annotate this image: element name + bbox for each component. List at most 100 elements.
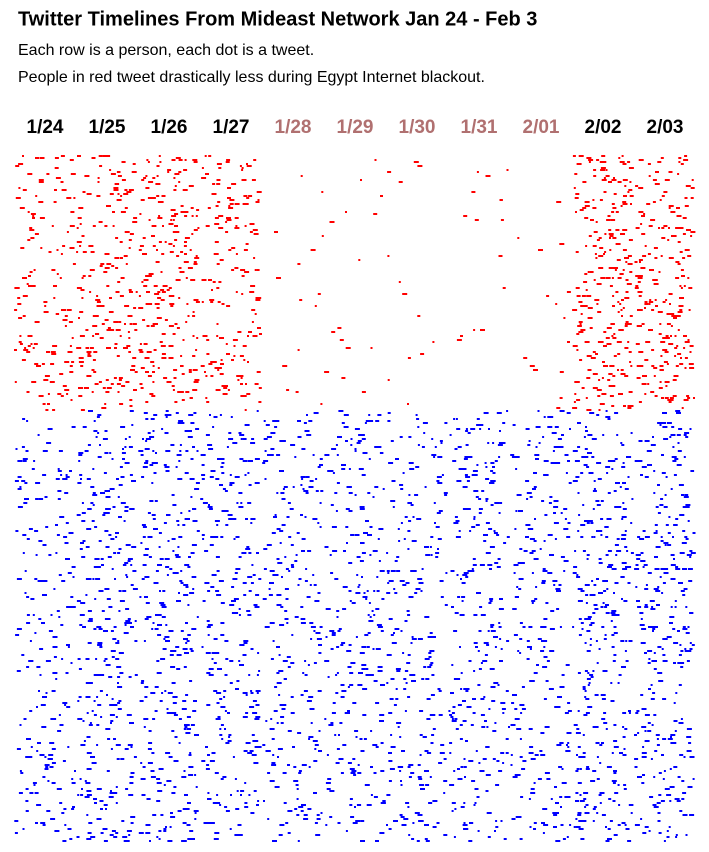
tweet-dot [76, 227, 79, 229]
tweet-dot [375, 840, 379, 842]
tweet-dot [624, 824, 627, 826]
tweet-dot [683, 335, 687, 337]
tweet-dot [345, 211, 347, 213]
tweet-dot [603, 638, 607, 640]
tweet-dot [598, 409, 601, 411]
tweet-dot [666, 830, 669, 832]
tweet-dot [26, 283, 29, 285]
tweet-dot [514, 456, 520, 458]
tweet-dot [148, 742, 153, 744]
tweet-dot [205, 397, 208, 399]
tweet-dot [582, 181, 587, 183]
tweet-dot [92, 359, 96, 361]
tweet-dot [173, 189, 177, 191]
tweet-dot [682, 628, 688, 630]
tweet-dot [169, 345, 173, 347]
tweet-dot [653, 375, 656, 377]
tweet-dot [110, 488, 115, 490]
tweet-dot [124, 462, 130, 464]
tweet-dot [156, 782, 162, 784]
tweet-dot [638, 159, 644, 161]
tweet-dot [125, 620, 131, 622]
tweet-dot [626, 566, 632, 568]
tweet-dot [247, 752, 251, 754]
tweet-dot [145, 401, 149, 403]
tweet-dot [126, 191, 132, 193]
tweet-dot [457, 768, 460, 770]
tweet-dot [606, 219, 611, 221]
tweet-dot [609, 285, 613, 287]
tweet-dot [676, 412, 681, 414]
tweet-dot [69, 470, 72, 472]
tweet-dot [252, 740, 257, 742]
tweet-dot [46, 351, 50, 353]
tweet-dot [52, 345, 58, 347]
tweet-dot [163, 638, 166, 640]
tweet-dot [660, 157, 664, 159]
tweet-dot [610, 323, 615, 325]
tweet-dot [39, 674, 42, 676]
tweet-dot [39, 754, 45, 756]
tweet-dot [591, 536, 594, 538]
tweet-dot [361, 391, 366, 393]
tweet-dot [677, 263, 681, 265]
tweet-dot [118, 548, 122, 550]
tweet-dot [166, 780, 172, 782]
tweet-dot [671, 235, 675, 237]
tweet-dot [151, 225, 155, 227]
tweet-dot [473, 516, 476, 518]
tweet-dot [154, 225, 157, 227]
tweet-dot [644, 536, 650, 538]
tweet-dot [593, 488, 596, 490]
tweet-dot [562, 838, 566, 840]
tweet-dot [356, 804, 361, 806]
tweet-dot [350, 444, 353, 446]
tweet-dot [662, 412, 667, 414]
tweet-dot [619, 752, 623, 754]
tweet-dot [177, 422, 183, 424]
tweet-dot [242, 438, 247, 440]
tweet-dot [477, 650, 480, 652]
tweet-dot [304, 580, 308, 582]
tweet-dot [18, 187, 21, 189]
tweet-dot [216, 179, 221, 181]
tweet-dot [660, 355, 663, 357]
tweet-dot [312, 518, 318, 520]
tweet-dot [161, 357, 167, 359]
tweet-dot [675, 277, 680, 279]
tweet-dot [555, 462, 561, 464]
tweet-dot [174, 554, 179, 556]
tweet-dot [533, 558, 539, 560]
tweet-dot [688, 580, 693, 582]
tweet-dot [685, 436, 689, 438]
tweet-dot [286, 656, 291, 658]
tweet-dot [141, 281, 144, 283]
tweet-dot [269, 780, 275, 782]
tweet-dot [206, 704, 211, 706]
tweet-dot [655, 171, 659, 173]
tweet-dot [605, 612, 610, 614]
tweet-dot [555, 303, 558, 305]
tweet-dot [201, 464, 205, 466]
tweet-dot [146, 291, 150, 293]
tweet-dot [674, 798, 680, 800]
tweet-dot [181, 776, 187, 778]
tweet-dot [620, 442, 623, 444]
tweet-dot [430, 662, 434, 664]
tweet-dot [231, 247, 236, 249]
tweet-dot [187, 315, 190, 317]
tweet-dot [467, 570, 472, 572]
tweet-dot [473, 614, 478, 616]
tweet-dot [26, 666, 30, 668]
tweet-dot [240, 438, 243, 440]
tweet-dot [31, 285, 36, 287]
tweet-dot [188, 766, 194, 768]
tweet-dot [545, 602, 549, 604]
tweet-dot [115, 716, 118, 718]
tweet-dot [611, 405, 615, 407]
tweet-dot [17, 476, 22, 478]
tweet-dot [233, 355, 236, 357]
tweet-dot [314, 305, 317, 307]
tweet-dot [449, 784, 455, 786]
tweet-dot [91, 762, 97, 764]
